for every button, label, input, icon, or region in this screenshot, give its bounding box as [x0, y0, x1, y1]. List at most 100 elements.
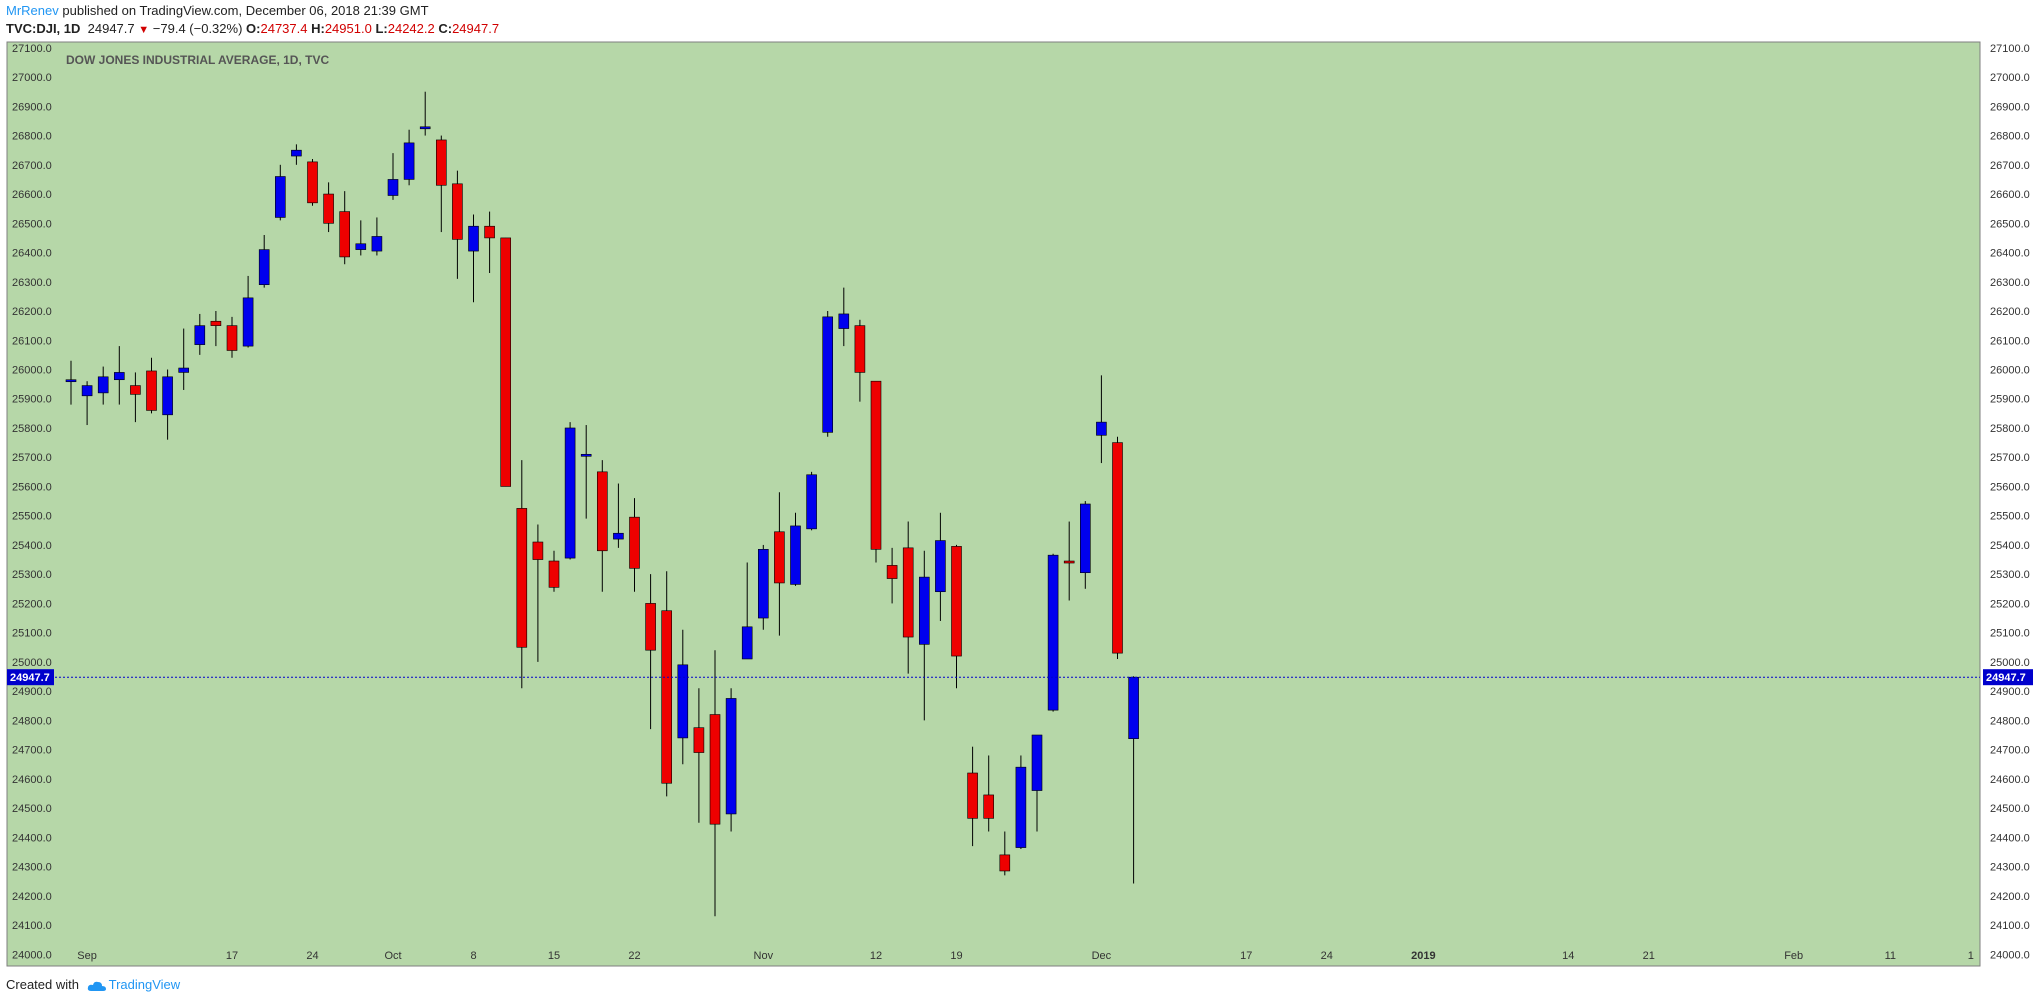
candle[interactable]: [435, 135, 447, 233]
tradingview-link[interactable]: TradingView: [108, 977, 181, 992]
y-tick-label-right: 26900.0: [1990, 101, 2030, 113]
candle[interactable]: [741, 562, 753, 660]
y-tick-label-left: 25900.0: [12, 394, 52, 406]
low-label: L:: [375, 21, 388, 36]
candle[interactable]: [532, 524, 544, 662]
candle[interactable]: [452, 170, 463, 279]
candle[interactable]: [500, 237, 512, 487]
candle[interactable]: [516, 460, 528, 689]
x-tick-label: 24: [306, 950, 318, 962]
candle[interactable]: [114, 346, 125, 405]
candle-body: [629, 516, 640, 569]
candle[interactable]: [1015, 755, 1027, 850]
candle[interactable]: [629, 498, 640, 592]
candle[interactable]: [178, 328, 189, 390]
y-tick-label-right: 24400.0: [1990, 832, 2030, 844]
candle[interactable]: [484, 211, 495, 273]
candle[interactable]: [387, 153, 399, 200]
candle[interactable]: [693, 688, 705, 823]
candle[interactable]: [65, 360, 77, 405]
candle[interactable]: [774, 492, 785, 636]
y-tick-label-left: 25400.0: [12, 540, 52, 552]
candle[interactable]: [194, 313, 206, 355]
candle[interactable]: [1112, 436, 1123, 659]
candle[interactable]: [661, 571, 673, 797]
open-value: 24737.4: [260, 21, 308, 36]
candle[interactable]: [902, 521, 914, 674]
candle[interactable]: [323, 182, 334, 233]
y-tick-label-left: 25500.0: [12, 511, 52, 523]
candle-body: [226, 325, 238, 351]
candle[interactable]: [1128, 676, 1139, 884]
candle-body: [822, 316, 834, 433]
y-tick-label-right: 26800.0: [1990, 131, 2030, 143]
candle[interactable]: [1047, 553, 1059, 712]
candle[interactable]: [97, 366, 109, 405]
candle[interactable]: [613, 483, 624, 548]
candle[interactable]: [967, 746, 978, 847]
candle[interactable]: [806, 471, 817, 531]
candle[interactable]: [838, 287, 850, 347]
candle[interactable]: [918, 550, 930, 721]
candle[interactable]: [757, 544, 769, 630]
candle-body: [65, 379, 77, 383]
candle-body: [403, 142, 415, 180]
candle[interactable]: [162, 369, 173, 440]
candle[interactable]: [242, 275, 254, 348]
candle[interactable]: [790, 512, 801, 586]
candle-body: [468, 225, 479, 252]
candle-body: [371, 236, 383, 252]
candle[interactable]: [725, 688, 737, 832]
candle[interactable]: [564, 422, 576, 560]
candle[interactable]: [146, 357, 157, 414]
plot-area[interactable]: [6, 41, 1981, 967]
candle-body: [661, 610, 673, 784]
candle[interactable]: [645, 574, 656, 730]
candle-body: [516, 508, 528, 648]
candle[interactable]: [468, 214, 479, 303]
candle[interactable]: [274, 164, 286, 221]
candle-body: [645, 603, 656, 651]
y-tick-label-left: 24500.0: [12, 803, 52, 815]
candle[interactable]: [210, 311, 222, 347]
candle-body: [983, 794, 995, 819]
candle-body: [677, 664, 689, 739]
candle[interactable]: [355, 220, 367, 256]
candle[interactable]: [339, 191, 351, 265]
candle[interactable]: [81, 381, 93, 426]
candle[interactable]: [291, 144, 302, 165]
y-tick-label-left: 26000.0: [12, 364, 52, 376]
price-tag-left-label: 24947.7: [10, 672, 50, 684]
candle[interactable]: [999, 831, 1011, 876]
candle[interactable]: [1096, 375, 1107, 464]
candle[interactable]: [677, 629, 689, 765]
candle[interactable]: [1063, 521, 1075, 601]
candle[interactable]: [403, 129, 415, 186]
candle[interactable]: [226, 316, 238, 358]
candle[interactable]: [371, 217, 383, 256]
candle[interactable]: [1080, 501, 1091, 589]
candle[interactable]: [258, 234, 270, 288]
y-tick-label-right: 24900.0: [1990, 686, 2030, 698]
y-tick-label-right: 26000.0: [1990, 364, 2030, 376]
candle[interactable]: [822, 311, 834, 437]
y-tick-label-left: 25800.0: [12, 423, 52, 435]
candle[interactable]: [951, 544, 962, 689]
candle[interactable]: [596, 460, 608, 592]
author-link[interactable]: MrRenev: [6, 3, 59, 18]
candle-body: [419, 126, 431, 130]
candle[interactable]: [709, 650, 721, 917]
candle[interactable]: [935, 512, 946, 621]
candle[interactable]: [1031, 734, 1043, 832]
candle[interactable]: [854, 319, 866, 402]
candle[interactable]: [419, 91, 431, 136]
candle[interactable]: [548, 550, 560, 592]
candle[interactable]: [870, 380, 882, 563]
candle[interactable]: [886, 547, 898, 604]
candle[interactable]: [983, 755, 995, 832]
candle[interactable]: [307, 158, 318, 206]
candle[interactable]: [580, 425, 592, 519]
close-value: 24947.7: [452, 21, 500, 36]
candle[interactable]: [130, 372, 141, 423]
